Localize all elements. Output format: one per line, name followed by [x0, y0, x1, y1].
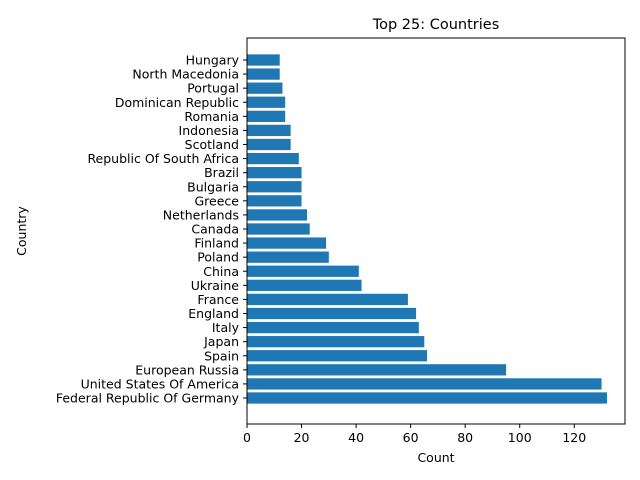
bars-group [247, 54, 607, 404]
bar [247, 251, 329, 263]
bar [247, 321, 419, 334]
x-tick-label: 120 [562, 430, 586, 445]
bar [247, 68, 280, 80]
y-tick-label: Brazil [204, 165, 239, 180]
y-tick-label: Canada [191, 222, 239, 237]
y-tick-label: Finland [194, 236, 239, 251]
x-tick-label: 20 [294, 430, 310, 445]
y-tick-label: Dominican Republic [115, 95, 239, 110]
y-tick-label: England [188, 306, 239, 321]
y-tick-label: Spain [204, 348, 239, 363]
bar [247, 195, 302, 207]
y-tick-label: China [203, 264, 239, 279]
bar [247, 96, 286, 108]
y-tick-label: France [197, 292, 239, 307]
bar [247, 279, 362, 291]
bar [247, 138, 291, 151]
bar [247, 265, 359, 277]
y-tick-label: Greece [195, 193, 240, 208]
y-tick-label: Romania [184, 109, 239, 124]
bar [247, 167, 302, 179]
x-tick-label: 100 [508, 430, 532, 445]
y-tick-label: Netherlands [163, 207, 239, 222]
y-tick-label: North Macedonia [132, 67, 239, 82]
y-tick-label: European Russia [135, 362, 239, 377]
chart-title: Top 25: Countries [372, 17, 500, 33]
bar [247, 350, 427, 362]
x-axis-ticks: 0 20 40 60 80 100 120 [243, 424, 586, 445]
x-tick-label: 80 [457, 430, 473, 445]
bar [247, 124, 291, 137]
bar [247, 293, 408, 306]
x-tick-label: 60 [403, 430, 419, 445]
bar [247, 209, 307, 221]
y-tick-label: Federal Republic Of Germany [56, 391, 240, 406]
y-axis-label: Country [14, 206, 29, 256]
y-tick-label: United States Of America [81, 376, 239, 391]
y-tick-label: Poland [197, 250, 239, 265]
x-tick-label: 40 [348, 430, 364, 445]
y-tick-label: Portugal [187, 81, 239, 96]
bar [247, 392, 607, 404]
bar [247, 378, 602, 390]
bar [247, 237, 327, 249]
y-tick-label: Hungary [186, 53, 240, 68]
y-tick-label: Ukraine [191, 278, 240, 293]
bar [247, 152, 299, 165]
bar [247, 223, 310, 235]
bar [247, 364, 507, 376]
bar [247, 336, 425, 348]
y-tick-label: Bulgaria [187, 179, 239, 194]
x-axis-label: Count [417, 450, 454, 465]
bar [247, 181, 302, 193]
bar [247, 54, 280, 66]
bar [247, 110, 286, 122]
bar [247, 307, 417, 320]
y-tick-label: Republic Of South Africa [87, 151, 239, 166]
y-tick-label: Japan [203, 334, 239, 349]
y-tick-label: Italy [212, 320, 240, 335]
bar [247, 82, 283, 94]
y-tick-label: Scotland [185, 137, 239, 152]
x-tick-label: 0 [243, 430, 251, 445]
plot-frame [246, 37, 626, 425]
y-tick-label: Indonesia [179, 123, 239, 138]
